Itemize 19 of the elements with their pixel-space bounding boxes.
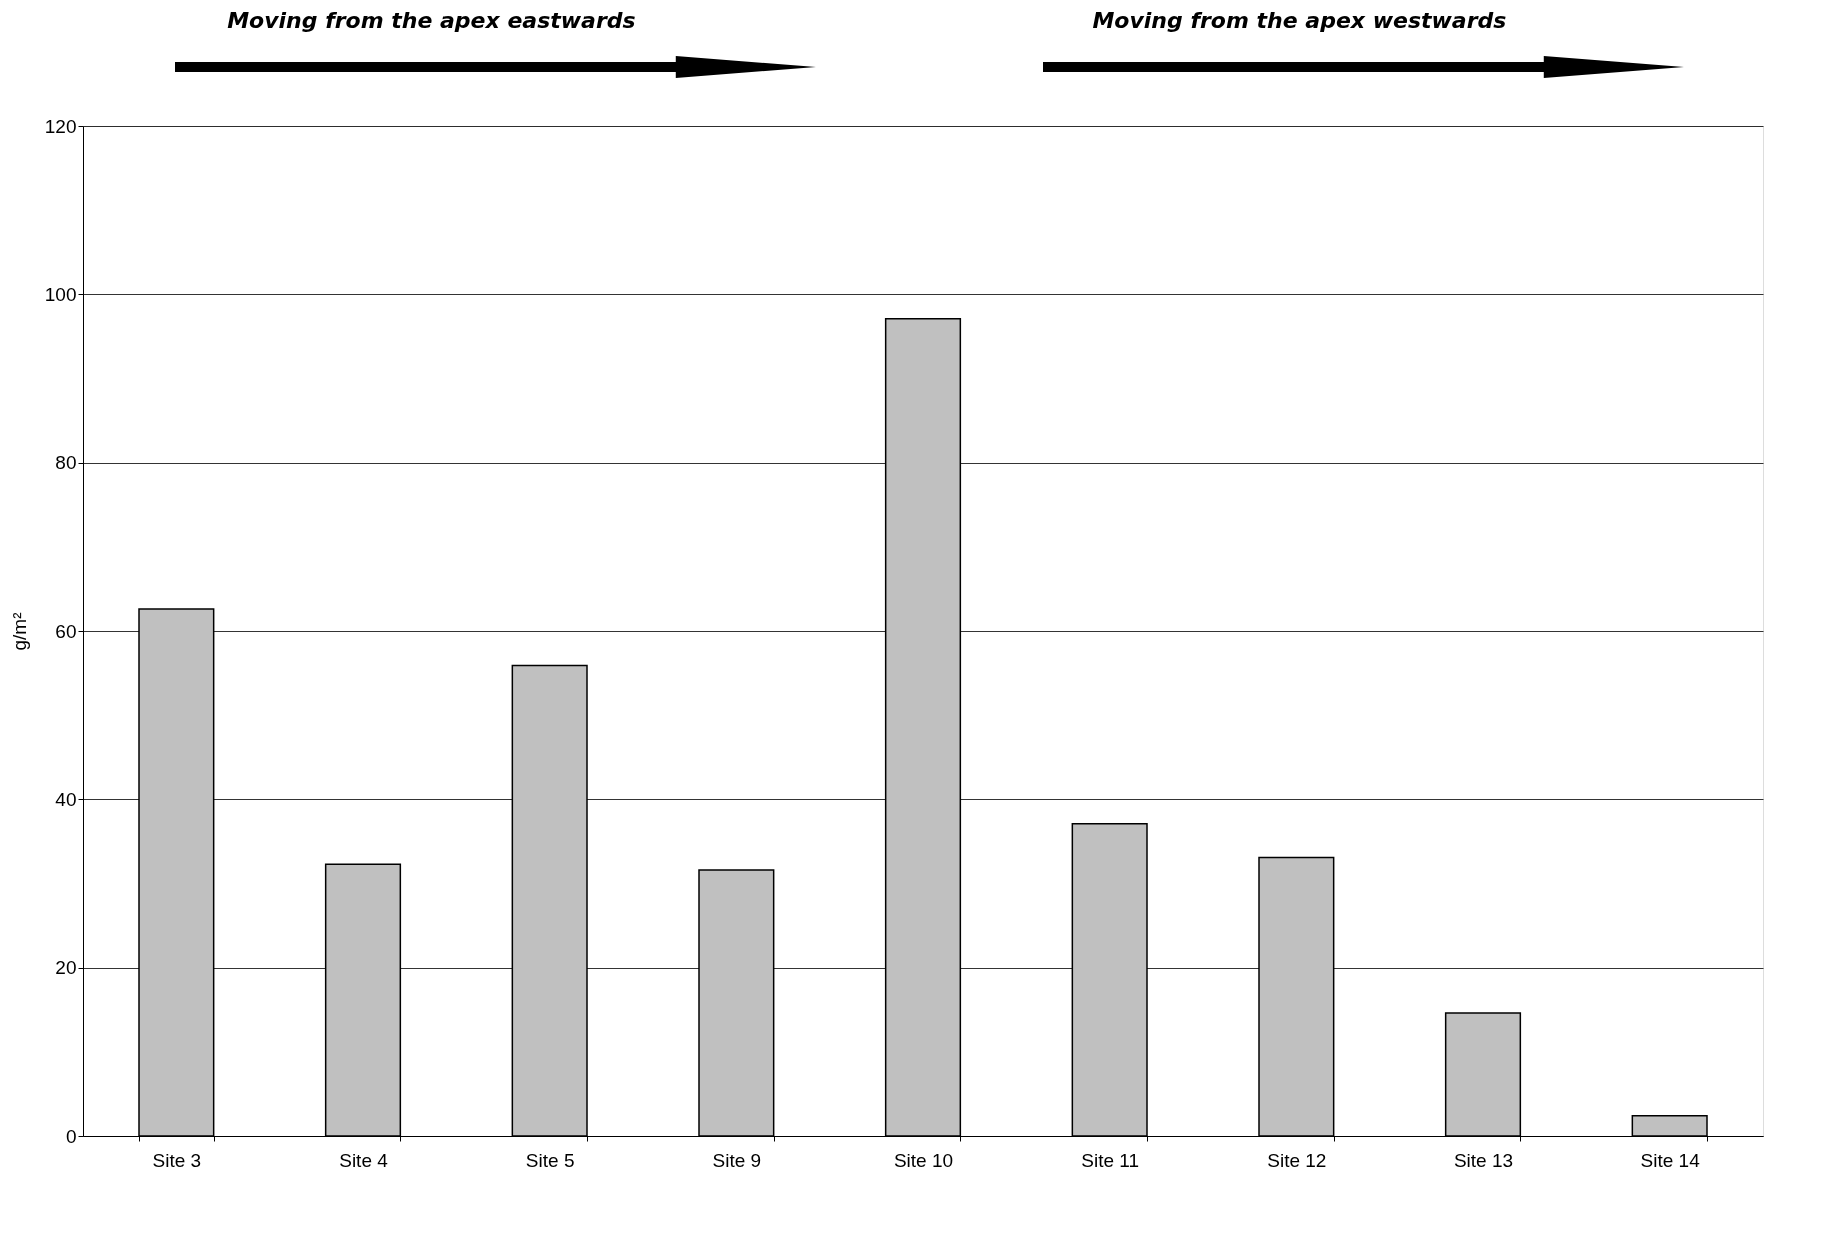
y-tick-label: 20 [55, 957, 77, 979]
y-axis-title: g/m² [8, 612, 30, 651]
y-tick-label: 60 [55, 620, 77, 642]
y-tick-label: 80 [55, 452, 77, 474]
x-tick-label: Site 4 [339, 1149, 389, 1171]
y-tick-label: 100 [44, 283, 77, 305]
y-tick-label: 0 [65, 1125, 77, 1147]
x-tick-label: Site 9 [712, 1149, 762, 1171]
y-tick-label: 120 [44, 115, 77, 137]
x-tick-label: Site 5 [525, 1149, 575, 1171]
text: Moving from the apex westwards [1092, 8, 1507, 33]
x-tick-label: Site 14 [1640, 1149, 1701, 1171]
x-tick-label: Site 11 [1081, 1149, 1140, 1171]
x-tick-label: Site 12 [1267, 1149, 1327, 1171]
x-tick-label: Site 3 [152, 1149, 202, 1171]
x-tick-label: Site 10 [893, 1149, 954, 1171]
text: Moving from the apex eastwards [227, 8, 636, 33]
x-tick-label: Site 13 [1453, 1149, 1514, 1171]
y-tick-label: 40 [55, 788, 77, 810]
